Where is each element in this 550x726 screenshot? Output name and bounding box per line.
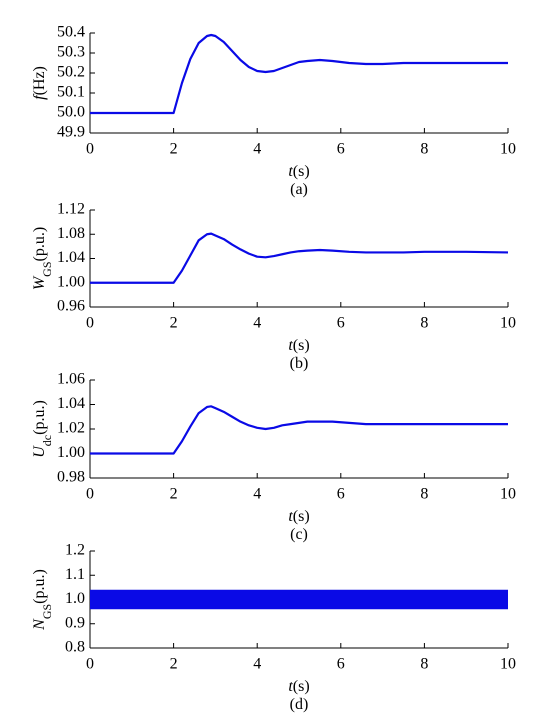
- panel-caption: (b): [290, 355, 309, 372]
- y-tick-label: 50.3: [57, 44, 85, 61]
- data-line: [90, 232, 509, 284]
- x-tick-label: 8: [420, 486, 428, 503]
- x-tick-label: 6: [337, 315, 345, 332]
- x-tick-label: 10: [500, 141, 516, 158]
- y-tick-label: 1.00: [57, 273, 85, 290]
- y-label-unit: (p.u.): [31, 400, 48, 435]
- x-tick-label: 4: [253, 315, 261, 332]
- y-tick-label: 1.04: [57, 395, 85, 412]
- x-label-unit: (s): [293, 508, 310, 525]
- x-label-unit: (s): [293, 678, 310, 695]
- x-label-symbol: t: [288, 163, 293, 180]
- panel-caption: (d): [290, 696, 309, 713]
- x-tick-label: 4: [253, 486, 261, 503]
- y-label-unit: (p.u.): [31, 227, 48, 262]
- y-tick-label: 49.9: [57, 124, 85, 141]
- y-axis-label: Udc(p.u.): [31, 400, 54, 458]
- y-tick-label: 50.1: [57, 84, 85, 101]
- panel: 0.96 1.00 1.04 1.08 1.12 0 2 4 6 8 10 t(s)(b) WGS(p.…: [31, 201, 516, 372]
- y-tick-label: 1.02: [57, 420, 85, 437]
- y-label-subscript: GS: [40, 261, 54, 276]
- data-line: [90, 405, 508, 455]
- panel-caption: (c): [290, 526, 308, 543]
- x-tick-label: 4: [253, 656, 261, 673]
- x-tick-label: 0: [86, 315, 94, 332]
- y-tick-label: 1.08: [57, 225, 85, 242]
- y-tick-label: 1.12: [57, 201, 85, 218]
- y-label-symbol: W: [31, 275, 48, 290]
- x-tick-label: 2: [170, 486, 178, 503]
- x-tick-label: 2: [170, 656, 178, 673]
- x-axis-label: t(s): [288, 678, 309, 695]
- x-label-symbol: t: [288, 678, 293, 695]
- y-tick-label: 1.04: [57, 249, 85, 266]
- y-tick-label: 0.9: [65, 614, 85, 631]
- y-tick-label: 50.0: [57, 104, 85, 121]
- panel: 0.8 0.9 1.0 1.1 1.2 0 2 4 6 8 10 t(s)(d) NGS(p.u.): [31, 542, 516, 713]
- x-label-symbol: t: [288, 508, 293, 525]
- data-band: [90, 589, 508, 610]
- y-label-symbol: N: [31, 618, 48, 631]
- y-tick-label: 0.96: [57, 298, 85, 315]
- y-label-unit: (Hz): [31, 66, 48, 95]
- x-label-symbol: t: [288, 337, 293, 354]
- x-tick-label: 2: [170, 141, 178, 158]
- x-tick-label: 0: [86, 141, 94, 158]
- y-axis-label: f(Hz): [31, 66, 48, 100]
- x-tick-label: 6: [337, 656, 345, 673]
- x-tick-label: 4: [253, 141, 261, 158]
- x-tick-label: 10: [500, 486, 516, 503]
- x-tick-label: 6: [337, 486, 345, 503]
- y-tick-label: 1.06: [57, 371, 85, 388]
- data-line: [90, 33, 508, 115]
- x-tick-label: 0: [86, 656, 94, 673]
- y-tick-label: 1.0: [65, 590, 85, 607]
- y-label-symbol: U: [31, 445, 48, 458]
- y-tick-label: 0.98: [57, 469, 85, 486]
- y-tick-label: 1.1: [65, 566, 85, 583]
- x-tick-label: 8: [420, 656, 428, 673]
- y-label-unit: (p.u.): [31, 569, 48, 604]
- y-label-symbol: f: [31, 93, 48, 100]
- x-tick-label: 0: [86, 486, 94, 503]
- panel: 0.98 1.00 1.02 1.04 1.06 0 2 4 6 8 10 t(s)(c) Udc(p.…: [31, 371, 516, 543]
- x-axis-label: t(s): [288, 508, 309, 525]
- y-label-subscript: GS: [40, 604, 54, 619]
- x-label-unit: (s): [293, 163, 310, 180]
- panel: 49.950.050.150.250.350.40 2 4 6 8 10t(s)(a)f(…: [31, 24, 516, 198]
- x-tick-label: 6: [337, 141, 345, 158]
- y-tick-label: 1.2: [65, 542, 85, 559]
- y-tick-label: 50.4: [57, 24, 85, 41]
- x-tick-label: 8: [420, 315, 428, 332]
- x-tick-label: 2: [170, 315, 178, 332]
- y-tick-label: 1.00: [57, 444, 85, 461]
- x-label-unit: (s): [293, 337, 310, 354]
- x-tick-label: 10: [500, 315, 516, 332]
- y-label-subscript: dc: [40, 435, 54, 446]
- y-tick-label: 50.2: [57, 64, 85, 81]
- x-tick-label: 8: [420, 141, 428, 158]
- y-tick-label: 0.8: [65, 639, 85, 656]
- x-tick-label: 10: [500, 656, 516, 673]
- x-axis-label: t(s): [288, 337, 309, 354]
- panel-caption: (a): [290, 181, 308, 198]
- y-axis-label: WGS(p.u.): [31, 227, 54, 290]
- x-axis-label: t(s): [288, 163, 309, 180]
- y-axis-label: NGS(p.u.): [31, 569, 54, 631]
